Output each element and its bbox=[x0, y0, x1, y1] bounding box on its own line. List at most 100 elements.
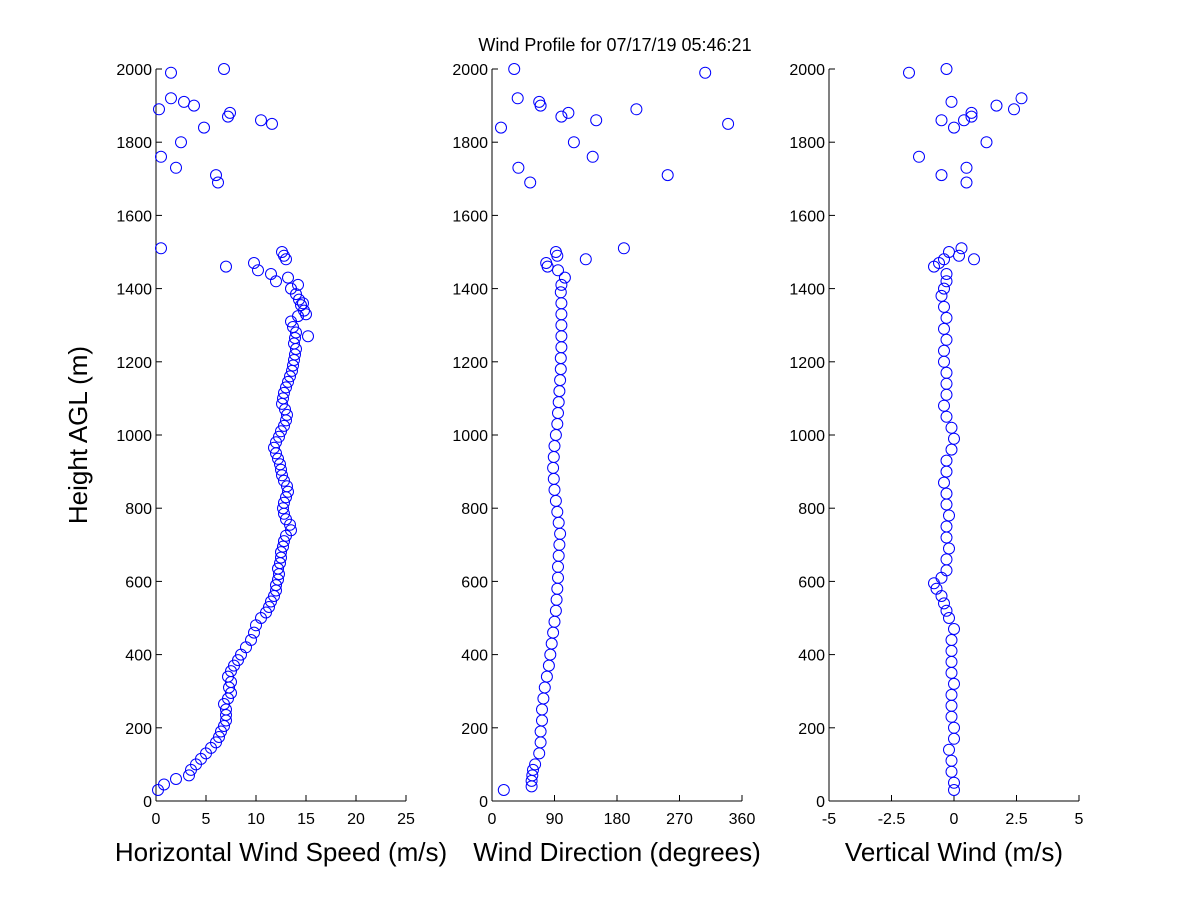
x-tick-label: 90 bbox=[546, 811, 564, 828]
data-point bbox=[265, 595, 277, 608]
data-point bbox=[590, 114, 603, 127]
data-point bbox=[155, 242, 167, 255]
data-point bbox=[940, 275, 953, 288]
data-point bbox=[935, 289, 948, 302]
data-point bbox=[198, 121, 210, 134]
data-point bbox=[630, 103, 643, 116]
y-tick-label: 1800 bbox=[789, 135, 825, 152]
x-tick-label: 25 bbox=[397, 811, 415, 828]
data-point bbox=[213, 731, 225, 743]
data-point bbox=[968, 253, 980, 266]
data-point bbox=[268, 441, 280, 454]
data-point bbox=[948, 776, 960, 789]
y-tick-label: 600 bbox=[125, 574, 152, 591]
data-point bbox=[495, 121, 507, 134]
x-axis-label: Horizontal Wind Speed (m/s) bbox=[115, 837, 447, 867]
data-point bbox=[661, 169, 674, 182]
y-tick-label: 800 bbox=[798, 501, 825, 518]
data-point bbox=[212, 176, 224, 189]
y-tick-label: 1000 bbox=[116, 428, 152, 445]
y-tick-label: 0 bbox=[816, 794, 825, 811]
data-point bbox=[287, 321, 299, 333]
data-point bbox=[948, 623, 960, 635]
data-point bbox=[260, 606, 272, 619]
data-point bbox=[965, 106, 978, 119]
data-point bbox=[278, 496, 290, 509]
x-axis-label: Wind Direction (degrees) bbox=[473, 837, 761, 867]
data-point bbox=[940, 410, 953, 423]
data-point bbox=[586, 150, 599, 163]
data-point bbox=[508, 63, 521, 75]
data-point bbox=[158, 778, 170, 791]
data-point bbox=[945, 688, 958, 701]
data-point bbox=[527, 763, 539, 776]
data-point bbox=[155, 150, 167, 163]
data-point bbox=[278, 386, 290, 399]
data-point bbox=[297, 297, 309, 310]
data-point bbox=[958, 114, 970, 127]
data-point bbox=[965, 110, 978, 123]
data-point bbox=[225, 665, 237, 678]
data-point bbox=[562, 106, 575, 119]
data-point bbox=[292, 278, 304, 291]
data-point bbox=[938, 399, 950, 412]
data-point bbox=[533, 95, 546, 108]
x-axis-label: Vertical Wind (m/s) bbox=[845, 837, 1063, 867]
data-point bbox=[940, 604, 953, 617]
data-point bbox=[552, 264, 564, 277]
data-point bbox=[955, 242, 968, 255]
data-point bbox=[943, 743, 955, 756]
data-point bbox=[943, 542, 955, 555]
data-point bbox=[153, 103, 165, 116]
data-point bbox=[273, 430, 285, 443]
data-point bbox=[266, 117, 278, 130]
data-point bbox=[913, 150, 925, 163]
x-tick-label: 360 bbox=[729, 811, 756, 828]
y-tick-label: 1000 bbox=[789, 428, 825, 445]
data-point bbox=[183, 769, 195, 782]
data-point bbox=[165, 66, 177, 79]
x-tick-label: 0 bbox=[950, 811, 959, 828]
x-tick-label: 2.5 bbox=[1005, 811, 1027, 828]
x-tick-label: -2.5 bbox=[878, 811, 906, 828]
y-tick-label: 1200 bbox=[116, 355, 152, 372]
data-point bbox=[948, 677, 960, 690]
data-point bbox=[248, 626, 260, 639]
y-tick-label: 0 bbox=[479, 794, 488, 811]
data-point bbox=[281, 408, 293, 421]
data-point bbox=[274, 458, 286, 471]
data-point bbox=[222, 670, 234, 683]
x-tick-label: 15 bbox=[297, 811, 315, 828]
y-tick-label: 1600 bbox=[116, 208, 152, 225]
data-point bbox=[285, 524, 297, 537]
data-point bbox=[960, 176, 973, 189]
x-tick-label: 0 bbox=[152, 811, 161, 828]
y-tick-label: 1200 bbox=[452, 355, 488, 372]
data-point bbox=[285, 282, 297, 295]
panel-3: 0 200 400 600 800 1000 1200 1400 1600 1800 2000 -5 -… bbox=[789, 62, 1083, 867]
y-tick-label: 400 bbox=[125, 648, 152, 665]
x-tick-label: -5 bbox=[822, 811, 836, 828]
data-point bbox=[275, 546, 287, 559]
data-point bbox=[554, 286, 567, 299]
y-tick-label: 1800 bbox=[116, 135, 152, 152]
x-tick-label: 5 bbox=[202, 811, 211, 828]
data-point bbox=[252, 264, 264, 277]
data-point bbox=[278, 474, 290, 487]
y-tick-label: 2000 bbox=[452, 62, 488, 79]
data-point bbox=[948, 721, 960, 734]
data-point bbox=[617, 242, 630, 255]
x-tick-label: 10 bbox=[247, 811, 265, 828]
y-tick-label: 1400 bbox=[789, 282, 825, 299]
data-point bbox=[529, 758, 542, 771]
data-point bbox=[935, 114, 948, 127]
y-tick-label: 1600 bbox=[789, 208, 825, 225]
data-point bbox=[1015, 92, 1028, 105]
data-point bbox=[948, 432, 960, 445]
data-point bbox=[280, 513, 292, 526]
data-point bbox=[245, 634, 257, 646]
y-tick-label: 200 bbox=[798, 721, 825, 738]
data-point bbox=[948, 784, 960, 796]
data-point bbox=[300, 308, 312, 321]
